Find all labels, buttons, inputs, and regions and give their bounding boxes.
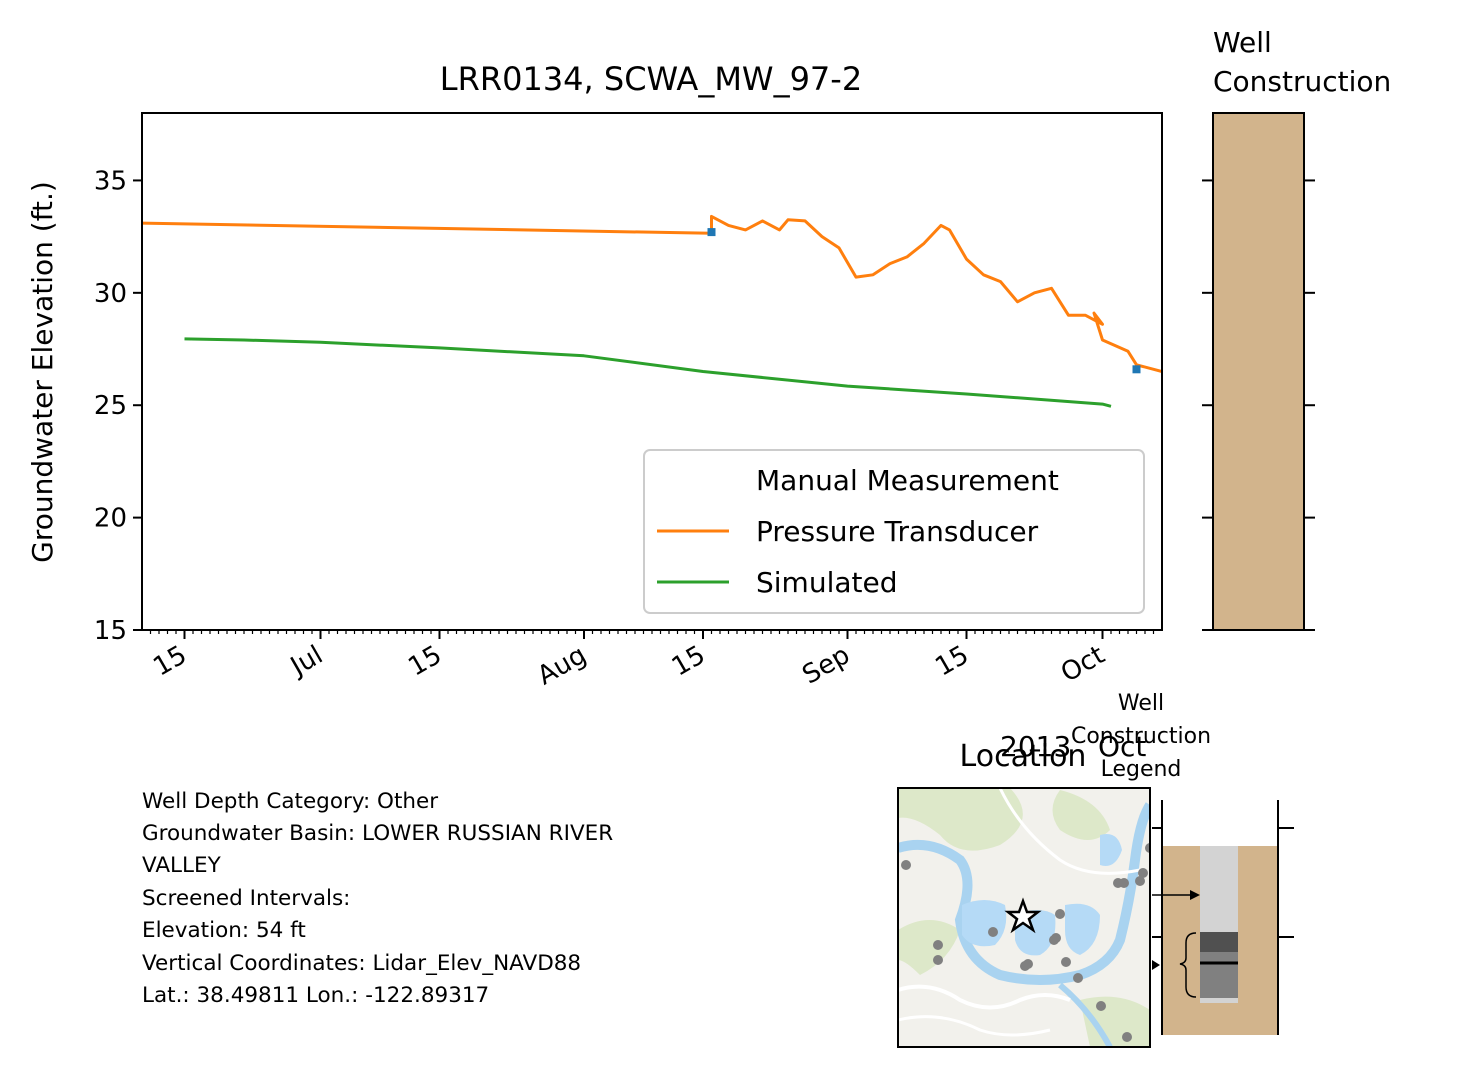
info-line: Vertical Coordinates: Lidar_Elev_NAVD88 <box>142 951 581 976</box>
map-vegetation <box>898 920 960 975</box>
info-line: Well Depth Category: Other <box>142 789 438 814</box>
map-well-dot <box>1061 957 1071 967</box>
arrow-right-icon <box>1190 890 1200 900</box>
x-tick-label: 15 <box>930 640 974 683</box>
x-tick-label: Oct <box>1056 640 1110 688</box>
map-pond <box>1100 834 1122 866</box>
x-axis: 15 Jul 15 Aug 15 Sep 15 Oct <box>148 630 1155 691</box>
arrow-right-icon <box>1152 960 1160 970</box>
wcl-casing <box>1200 846 1238 932</box>
map-well-dot <box>1051 933 1061 943</box>
wcl-casing-bottom <box>1200 998 1238 1003</box>
map-well-dot <box>1122 1032 1132 1042</box>
map-road <box>998 788 1141 875</box>
y-tick-label: 30 <box>94 279 127 309</box>
x-axis-year-tick-label: Oct <box>1098 730 1146 763</box>
info-line: Screened Intervals: <box>142 886 350 911</box>
series-layer <box>142 214 1162 408</box>
location-title: Location <box>960 739 1087 774</box>
wcl-title-line1: Well <box>1118 691 1164 716</box>
map-pond <box>1065 903 1100 955</box>
map-well-dot <box>933 955 943 965</box>
map-well-dot <box>1073 973 1083 983</box>
map-well-dot <box>933 940 943 950</box>
map-road <box>898 984 1071 1010</box>
well-construction-ticks <box>1202 179 1315 631</box>
x-tick-label: Jul <box>284 640 328 683</box>
legend-label-manual-measurement: Manual Measurement <box>756 464 1059 497</box>
map-vegetation <box>1052 790 1110 840</box>
well-construction-title-line2: Construction <box>1213 65 1391 98</box>
map-road <box>898 1015 1051 1037</box>
wcl-screen-top <box>1200 932 1238 952</box>
map-well-dot <box>988 927 998 937</box>
legend: Manual Measurement Pressure Transducer S… <box>643 449 1145 614</box>
info-line: Elevation: 54 ft <box>142 918 306 943</box>
x-axis-year-label: 2013 <box>1000 730 1071 763</box>
x-tick-label: Sep <box>798 640 855 690</box>
map-well-dot <box>1020 961 1030 971</box>
map-frame <box>897 787 1151 1048</box>
manual-marker-layer <box>707 228 1141 374</box>
x-tick-label: 15 <box>667 640 711 683</box>
map-vegetation <box>1080 996 1150 1047</box>
map-well-dot <box>901 860 911 870</box>
y-tick-label: 25 <box>94 391 127 421</box>
x-tick-label: 15 <box>403 640 447 683</box>
star-icon <box>1004 897 1042 934</box>
well-construction-title-line1: Well <box>1213 26 1272 59</box>
map-well-dot <box>1138 868 1148 878</box>
map-well-dot <box>1096 1001 1106 1011</box>
map-pond <box>962 900 1007 947</box>
series-line-simulated <box>184 337 1112 408</box>
info-line: Groundwater Basin: LOWER RUSSIAN RIVER <box>142 821 613 846</box>
map-well-dot <box>1145 843 1150 853</box>
data-point-manual-measurement <box>1132 365 1141 374</box>
well-info: Well Depth Category: Other Groundwater B… <box>142 789 613 1008</box>
map-river <box>898 802 1150 985</box>
map-vegetation <box>898 788 1023 851</box>
chart-title: LRR0134, SCWA_MW_97-2 <box>440 60 862 98</box>
location-map <box>897 787 1151 1048</box>
y-tick-label: 20 <box>94 504 127 534</box>
wcl-bracket <box>1179 932 1197 998</box>
y-tick-label: 15 <box>94 616 127 646</box>
well-construction-column <box>1212 112 1305 631</box>
x-tick-label: Aug <box>533 640 592 691</box>
well-construction-legend <box>1152 800 1294 1035</box>
map-river <box>1058 982 1113 1047</box>
x-tick-label: 15 <box>148 640 192 683</box>
data-point-manual-measurement <box>707 228 716 237</box>
y-tick-label: 35 <box>94 166 127 196</box>
y-axis: 15 20 25 30 35 <box>94 166 142 646</box>
wcl-title-line2: Construction <box>1071 724 1211 749</box>
map-well-dot <box>1119 878 1129 888</box>
series-line-pressure-transducer <box>142 214 1162 373</box>
legend-box <box>643 449 1145 614</box>
info-line: Lat.: 38.49811 Lon.: -122.89317 <box>142 983 489 1008</box>
map-well-dot <box>1055 909 1065 919</box>
info-line: VALLEY <box>142 853 222 878</box>
y-axis-label: Groundwater Elevation (ft.) <box>26 181 59 563</box>
legend-label-pressure-transducer: Pressure Transducer <box>756 515 1039 548</box>
map-well-dot <box>1135 876 1145 886</box>
legend-label-simulated: Simulated <box>756 566 898 599</box>
wcl-title-line3: Legend <box>1101 757 1182 782</box>
